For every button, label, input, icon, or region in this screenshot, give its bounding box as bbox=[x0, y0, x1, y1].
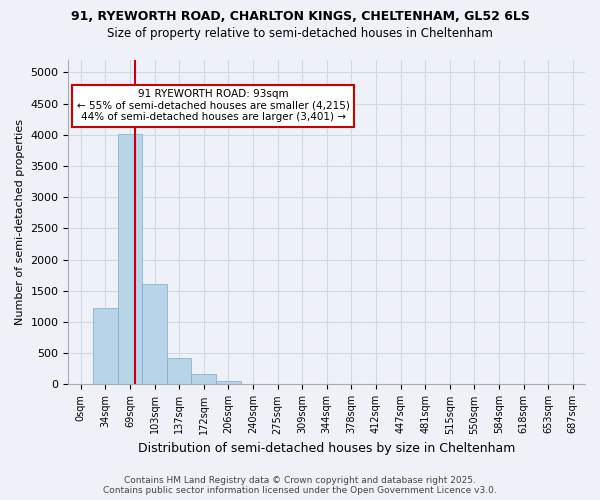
Text: 91 RYEWORTH ROAD: 93sqm
← 55% of semi-detached houses are smaller (4,215)
44% of: 91 RYEWORTH ROAD: 93sqm ← 55% of semi-de… bbox=[77, 89, 349, 122]
Bar bbox=[191, 374, 216, 384]
Text: Size of property relative to semi-detached houses in Cheltenham: Size of property relative to semi-detach… bbox=[107, 28, 493, 40]
Text: Contains HM Land Registry data © Crown copyright and database right 2025.
Contai: Contains HM Land Registry data © Crown c… bbox=[103, 476, 497, 495]
Bar bbox=[93, 308, 118, 384]
Bar bbox=[118, 134, 142, 384]
Y-axis label: Number of semi-detached properties: Number of semi-detached properties bbox=[15, 119, 25, 325]
Bar bbox=[167, 358, 191, 384]
Text: 91, RYEWORTH ROAD, CHARLTON KINGS, CHELTENHAM, GL52 6LS: 91, RYEWORTH ROAD, CHARLTON KINGS, CHELT… bbox=[71, 10, 529, 23]
Bar bbox=[216, 380, 241, 384]
X-axis label: Distribution of semi-detached houses by size in Cheltenham: Distribution of semi-detached houses by … bbox=[138, 442, 515, 455]
Bar bbox=[142, 284, 167, 384]
